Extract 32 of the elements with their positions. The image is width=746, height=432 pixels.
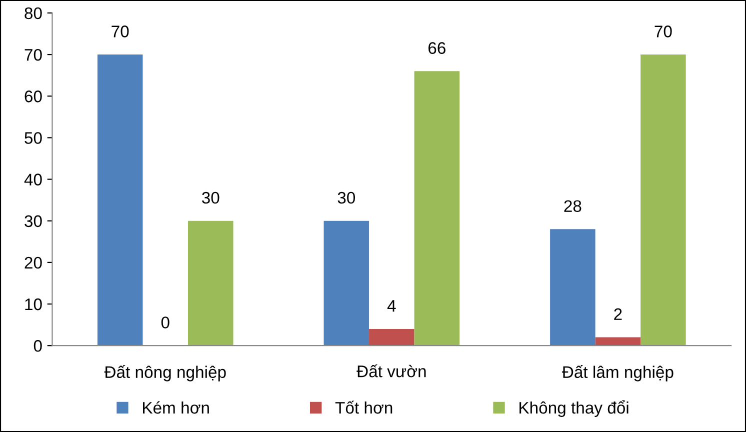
bar (595, 337, 641, 346)
bar (324, 220, 370, 346)
legend-label: Không thay đổi (520, 400, 628, 417)
data-label: 66 (428, 42, 446, 54)
data-label: 4 (387, 300, 396, 312)
data-label: 30 (202, 192, 220, 204)
bar (550, 229, 596, 346)
legend-label: Tốt hơn (335, 400, 392, 414)
bar (640, 54, 686, 346)
data-label: 2 (614, 308, 622, 320)
y-tick-label: 10 (25, 298, 42, 310)
y-tick-label: 50 (24, 132, 42, 144)
x-tick-label: Đất nông nghiệp (104, 365, 226, 382)
y-tick-label: 60 (24, 90, 42, 102)
y-tick-label: 20 (24, 256, 42, 269)
data-label: 30 (338, 192, 356, 204)
x-tick-label: Đất vườn (356, 364, 426, 378)
y-tick-label: 70 (24, 48, 42, 61)
bar (414, 71, 460, 346)
data-label: 70 (654, 26, 672, 38)
data-label: 28 (564, 200, 582, 212)
x-tick-label: Đất lâm nghiệp (562, 365, 674, 382)
data-label: 0 (161, 316, 170, 328)
bar (188, 220, 234, 346)
y-tick-label: 80 (24, 7, 42, 20)
y-tick-label: 0 (34, 340, 42, 352)
bar (97, 54, 143, 346)
legend-label: Kém hơn (143, 401, 209, 414)
y-tick-label: 40 (24, 174, 42, 186)
bar (369, 328, 414, 346)
data-label: 70 (112, 26, 129, 38)
y-tick-label: 30 (24, 215, 42, 228)
